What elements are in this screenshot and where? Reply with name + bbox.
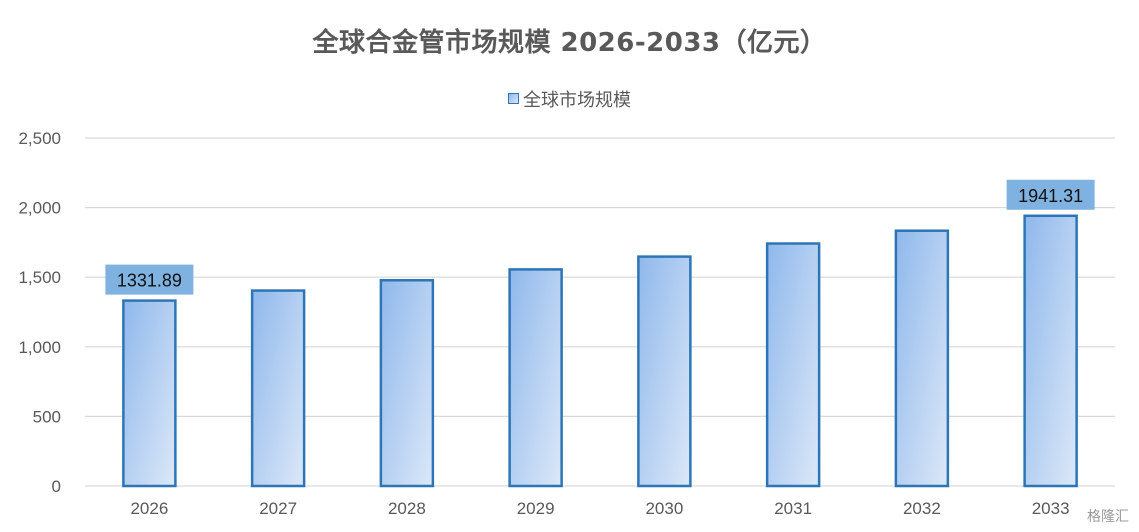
watermark-logo: 格隆汇: [1087, 509, 1129, 525]
bar-2027[interactable]: [250, 289, 306, 488]
x-tick-label: 2031: [774, 499, 812, 518]
x-tick-label: 2030: [645, 499, 683, 518]
bar-2026[interactable]: [122, 299, 177, 488]
y-tick-label: 2,500: [18, 129, 61, 148]
y-tick-label: 500: [33, 407, 61, 426]
legend-swatch-icon: [508, 93, 519, 104]
data-label: 1331.89: [117, 271, 182, 291]
bar-2031[interactable]: [765, 242, 821, 488]
bar-2028[interactable]: [379, 279, 435, 488]
x-tick-label: 2027: [259, 499, 297, 518]
data-label-background: [1006, 179, 1095, 210]
y-tick-label: 1,500: [18, 268, 61, 287]
x-tick-label: 2026: [130, 499, 168, 518]
y-tick-label: 0: [52, 477, 61, 496]
data-label: 1941.31: [1018, 186, 1083, 206]
bar-2033[interactable]: [1023, 214, 1078, 488]
data-label-background: [105, 264, 194, 295]
bar-2032[interactable]: [894, 229, 950, 488]
x-tick-label: 2033: [1032, 499, 1070, 518]
x-tick-label: 2032: [903, 499, 941, 518]
legend-label: 全球市场规模: [523, 90, 631, 111]
y-tick-label: 1,000: [18, 338, 61, 357]
y-tick-label: 2,000: [18, 199, 61, 218]
chart-legend[interactable]: 全球市场规模: [0, 86, 1139, 112]
x-tick-label: 2029: [517, 499, 555, 518]
x-tick-label: 2028: [388, 499, 426, 518]
chart-title: 全球合金管市场规模 2026-2033（亿元）: [312, 28, 827, 58]
bar-2029[interactable]: [508, 268, 563, 488]
bar-2030[interactable]: [637, 255, 692, 488]
